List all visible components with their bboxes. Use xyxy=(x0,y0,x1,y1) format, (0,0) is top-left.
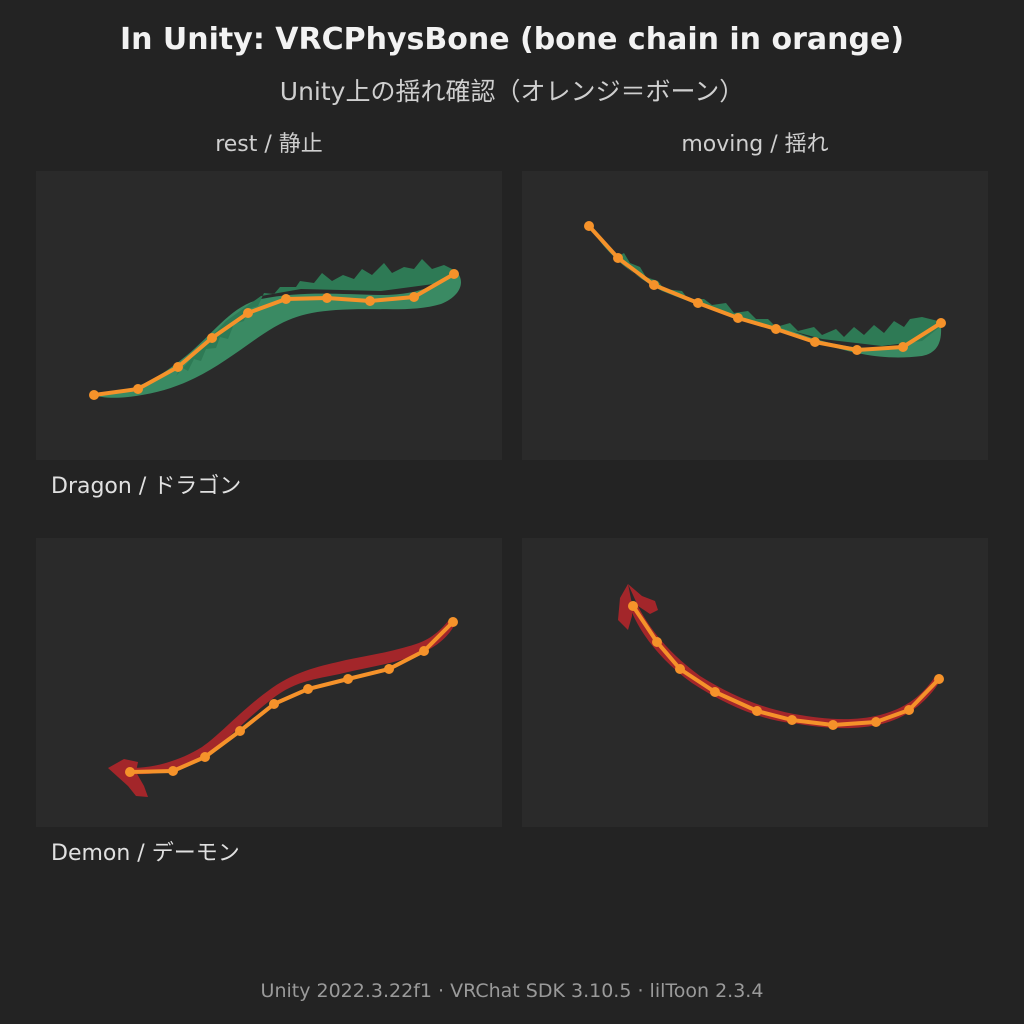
page-subtitle: Unity上の揺れ確認（オレンジ＝ボーン） xyxy=(279,77,745,106)
demon-moving-tail-illustration xyxy=(618,584,944,730)
demon-tail-body xyxy=(130,621,456,775)
panel-dragon-moving xyxy=(522,171,988,460)
demon-tail-spade-tip xyxy=(108,759,148,797)
dragon-rest-tail-illustration xyxy=(89,259,461,400)
dragon-tail-spikes xyxy=(176,259,456,376)
row-label-dragon: Dragon / ドラゴン xyxy=(51,474,242,499)
dragon-moving-bone-chain xyxy=(584,221,946,355)
footer-version-info: Unity 2022.3.22f1 · VRChat SDK 3.10.5 · … xyxy=(260,980,764,1002)
page-title: In Unity: VRCPhysBone (bone chain in ora… xyxy=(119,22,905,57)
demon-rest-bone-chain xyxy=(125,617,458,777)
panel-dragon-rest xyxy=(36,171,502,460)
row-label-demon: Demon / デーモン xyxy=(51,841,240,866)
column-header-moving: moving / 揺れ xyxy=(681,132,829,157)
dragon-moving-tail-illustration xyxy=(584,221,946,358)
panel-demon-rest xyxy=(36,538,502,827)
demon-moving-bone-chain xyxy=(628,601,944,730)
dragon-rest-bone-chain xyxy=(89,269,459,400)
panel-demon-moving xyxy=(522,538,988,827)
column-header-rest: rest / 静止 xyxy=(215,132,323,157)
demon-rest-tail-illustration xyxy=(108,617,458,797)
demon-tail-spade-tip xyxy=(618,584,658,630)
